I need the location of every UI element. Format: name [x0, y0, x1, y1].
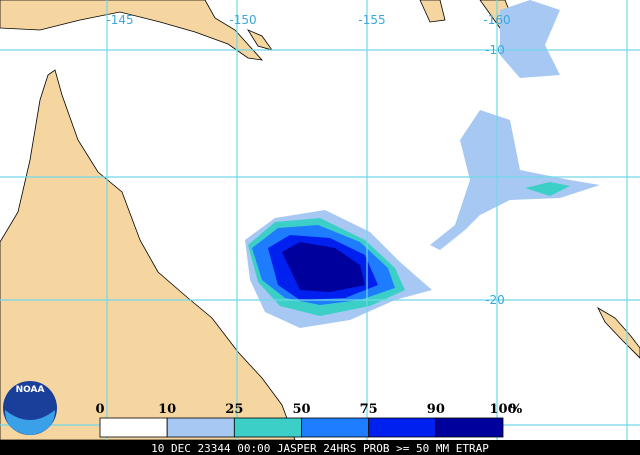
legend-label: 75	[360, 402, 378, 417]
legend-label: 0	[95, 402, 104, 417]
land	[0, 0, 640, 441]
probability-field	[245, 0, 600, 328]
latitude-label: -20	[485, 293, 505, 307]
logo-text: NOAA	[16, 385, 45, 395]
longitude-label: -150	[229, 13, 256, 27]
noaa-logo: NOAA	[3, 381, 57, 435]
footer-bar	[0, 440, 640, 455]
legend-swatch	[301, 417, 370, 438]
legend-swatch	[435, 417, 504, 438]
legend-label: 90	[427, 402, 445, 417]
longitude-label: -145	[106, 13, 133, 27]
legend-unit: %	[510, 402, 523, 417]
legend-swatch	[233, 417, 302, 438]
legend-swatch	[166, 417, 235, 438]
legend-label: 10	[158, 402, 176, 417]
grid-labels: -145 -150 -155 -160 -10 -20	[106, 13, 510, 307]
legend-swatch	[99, 417, 168, 438]
longitude-label: -160	[483, 13, 510, 27]
legend-label: 25	[225, 402, 243, 417]
longitude-label: -155	[358, 13, 385, 27]
legend-swatch	[368, 417, 437, 438]
latitude-label: -10	[485, 43, 505, 57]
legend-label: 100	[489, 402, 516, 417]
footer-text: 10 DEC 23344 00:00 JASPER 24HRS PROB >= …	[151, 442, 489, 455]
legend-label: 50	[292, 402, 310, 417]
legend: 0 10 25 50 75 90 100%	[95, 402, 523, 438]
